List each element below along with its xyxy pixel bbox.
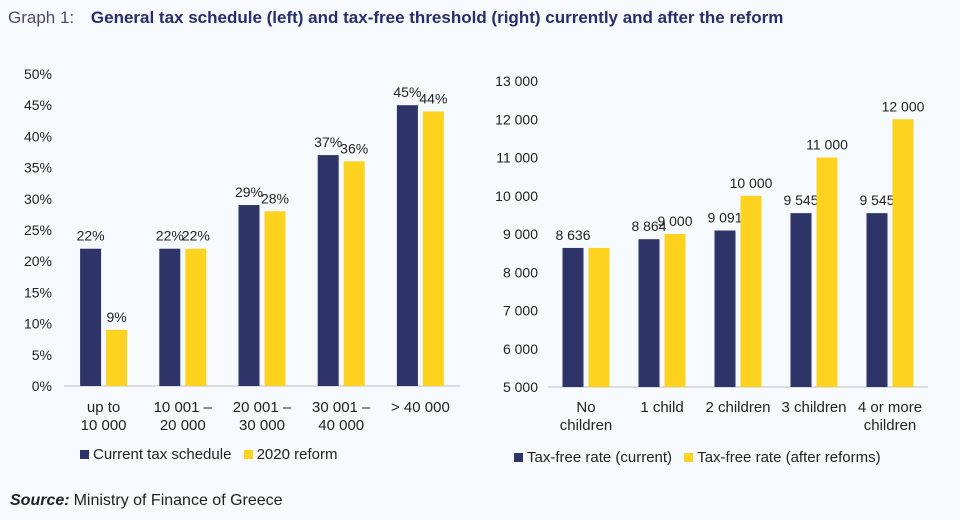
legend-swatch-taxfree-after — [684, 452, 694, 462]
tax-schedule-data-label: 29% — [235, 184, 263, 200]
tax-schedule-data-label: 36% — [340, 140, 368, 156]
tax-free-category-label: children — [864, 417, 917, 434]
tax-free-bar-current — [790, 213, 812, 387]
legend-item-reform: 2020 reform — [243, 446, 338, 463]
tax-free-ytick-label: 10 000 — [495, 188, 538, 204]
tax-free-bar-current — [714, 230, 736, 387]
tax-schedule-data-label: 45% — [393, 84, 421, 100]
tax-schedule-data-label: 28% — [261, 190, 289, 206]
tax-free-data-label: 12 000 — [882, 98, 925, 114]
tax-free-ytick-label: 7 000 — [503, 303, 538, 319]
graph-label: Graph 1: — [8, 8, 75, 27]
tax-schedule-ytick-label: 0% — [32, 378, 52, 394]
legend-item-current: Current tax schedule — [80, 446, 231, 463]
tax-schedule-bar-reform — [106, 329, 128, 386]
legend-label-taxfree-current: Tax-free rate (current) — [527, 449, 673, 466]
source-label: Source: — [10, 492, 70, 509]
tax-schedule-ytick-label: 10% — [24, 316, 52, 332]
tax-schedule-bar-reform — [343, 161, 365, 386]
tax-schedule-data-label: 37% — [314, 134, 342, 150]
tax-schedule-ytick-label: 20% — [24, 253, 52, 269]
tax-schedule-ytick-label: 5% — [32, 347, 52, 363]
tax-schedule-bar-reform — [264, 211, 286, 386]
tax-free-bar-reform — [816, 157, 838, 387]
tax-schedule-category-label: 30 000 — [239, 417, 285, 434]
tax-free-bar-reform — [588, 247, 610, 387]
tax-free-data-label: 10 000 — [730, 175, 773, 191]
tax-schedule-data-label: 22% — [156, 228, 184, 244]
tax-free-bar-reform — [892, 119, 914, 387]
legend-label-reform: 2020 reform — [256, 446, 338, 463]
tax-schedule-bar-current — [396, 105, 418, 386]
tax-free-ytick-label: 13 000 — [495, 73, 538, 89]
tax-free-data-label: 9 000 — [657, 213, 692, 229]
tax-free-ytick-label: 9 000 — [503, 226, 538, 242]
tax-schedule-category-label: > 40 000 — [391, 399, 450, 416]
tax-schedule-data-label: 22% — [182, 228, 210, 244]
tax-schedule-category-label: 20 000 — [160, 417, 206, 434]
source-text: Ministry of Finance of Greece — [73, 492, 283, 509]
tax-schedule-bar-current — [80, 248, 102, 386]
tax-free-bar-current — [866, 213, 888, 387]
legend-item-taxfree-after: Tax-free rate (after reforms) — [684, 449, 881, 466]
legend-item-taxfree-current: Tax-free rate (current) — [514, 449, 672, 466]
tax-schedule-data-label: 9% — [106, 309, 126, 325]
tax-free-category-label: 2 children — [705, 399, 770, 416]
tax-free-data-label: 9 545 — [783, 192, 818, 208]
tax-schedule-bar-current — [238, 205, 260, 386]
tax-schedule-category-label: 40 000 — [318, 417, 364, 434]
legend-swatch-reform — [243, 449, 253, 459]
tax-free-ytick-label: 6 000 — [503, 341, 538, 357]
tax-free-data-label: 11 000 — [806, 137, 848, 153]
tax-schedule-ytick-label: 35% — [24, 160, 52, 176]
tax-schedule-bar-current — [159, 248, 181, 386]
tax-free-data-label: 8 864 — [631, 218, 666, 234]
tax-schedule-ytick-label: 30% — [24, 191, 52, 207]
tax-free-ytick-label: 8 000 — [503, 264, 538, 280]
tax-free-bar-reform — [664, 234, 686, 387]
tax-free-category-label: 1 child — [640, 399, 683, 416]
chart-header: Graph 1: General tax schedule (left) and… — [8, 8, 783, 28]
tax-schedule-category-label: 20 001 – — [233, 399, 292, 416]
tax-free-data-label: 9 091 — [707, 210, 742, 226]
tax-free-data-label: 8 636 — [555, 227, 590, 243]
tax-schedule-bar-reform — [185, 248, 207, 386]
tax-schedule-category-label: 30 001 – — [312, 399, 371, 416]
tax-schedule-ytick-label: 15% — [24, 284, 52, 300]
legend-label-current: Current tax schedule — [93, 446, 232, 463]
tax-schedule-bar-reform — [422, 111, 444, 386]
graph-title: General tax schedule (left) and tax-free… — [90, 8, 784, 27]
tax-free-category-label: 3 children — [781, 399, 846, 416]
tax-free-ytick-label: 12 000 — [495, 111, 538, 127]
legend-left: Current tax schedule 2020 reform — [80, 446, 345, 463]
tax-free-category-label: children — [560, 417, 613, 434]
source-note: Source: Ministry of Finance of Greece — [10, 492, 283, 510]
tax-schedule-data-label: 44% — [419, 90, 447, 106]
tax-schedule-bar-current — [317, 155, 339, 386]
tax-schedule-ytick-label: 25% — [24, 222, 52, 238]
tax-schedule-ytick-label: 45% — [24, 97, 52, 113]
tax-schedule-category-label: up to — [87, 399, 120, 416]
legend-right: Tax-free rate (current) Tax-free rate (a… — [514, 449, 889, 466]
tax-free-category-label: No — [576, 399, 595, 416]
tax-free-ytick-label: 5 000 — [503, 379, 538, 395]
tax-schedule-ytick-label: 40% — [24, 128, 52, 144]
tax-free-ytick-label: 11 000 — [496, 150, 538, 166]
tax-schedule-category-label: 10 001 – — [154, 399, 213, 416]
tax-free-category-label: 4 or more — [858, 399, 922, 416]
tax-free-bar-reform — [740, 195, 762, 387]
legend-swatch-taxfree-current — [514, 452, 523, 462]
tax-free-threshold-chart: 5 000 6 000 7 000 8 000 9 000 10 000 11 000 12 … — [495, 73, 928, 434]
tax-free-bar-current — [638, 239, 660, 387]
tax-schedule-category-label: 10 000 — [81, 417, 127, 434]
tax-schedule-data-label: 22% — [77, 228, 105, 244]
tax-schedule-chart: 0% 5% 10% 15% 20% 25% 30% 35% 40% 45% 50% 22% 9% up t… — [24, 66, 460, 434]
tax-free-data-label: 9 545 — [859, 192, 894, 208]
tax-schedule-ytick-label: 50% — [24, 66, 52, 82]
legend-swatch-current — [80, 449, 89, 459]
legend-label-taxfree-after: Tax-free rate (after reforms) — [697, 449, 881, 466]
tax-free-bar-current — [562, 247, 584, 387]
